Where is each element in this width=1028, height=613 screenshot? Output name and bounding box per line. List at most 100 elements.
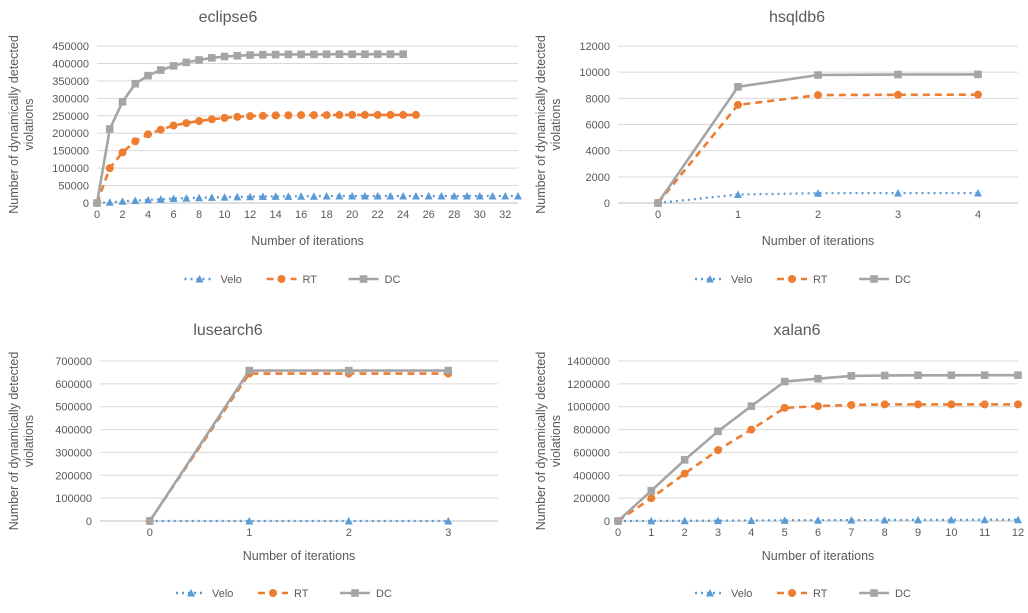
legend-label: RT [813,588,828,600]
x-tick-label: 0 [615,527,621,539]
data-point-DC [714,427,722,436]
x-axis-title: Number of iterations [243,549,356,563]
data-point-RT [386,110,395,119]
data-point-RT [714,446,722,455]
data-point-Velo [245,517,254,525]
data-point-Velo [297,192,306,200]
data-point-Velo [780,516,789,524]
data-point-DC [814,71,822,79]
y-axis-title: Number of dynamically detectedviolations [7,35,36,214]
y-axis-title: Number of dynamically detectedviolations [534,352,563,531]
data-point-Velo [207,193,216,201]
x-tick-label: 20 [346,209,358,221]
series-line-DC [148,369,449,522]
data-point-Velo [1014,515,1022,524]
y-tick-label: 100000 [55,493,92,505]
data-point-RT [233,112,242,121]
data-point-Velo [284,192,293,200]
y-tick-label: 150000 [52,146,89,158]
chart-title: lusearch6 [193,322,262,339]
chart-panel-xalan6: xalan60200000400000600000800000100000012… [534,322,1024,600]
data-point-DC [734,83,742,91]
x-tick-label: 3 [895,209,901,221]
data-point-DC [894,70,902,79]
legend-marker [351,589,359,597]
series-line-RT [95,113,416,204]
legend-label: Velo [731,274,752,286]
data-point-RT [947,400,956,409]
chart-title: hsqldb6 [769,9,825,26]
series-line-RT [656,93,979,204]
data-point-DC [156,66,165,74]
data-point-RT [144,130,153,139]
y-tick-label: 400000 [573,470,610,482]
data-point-DC [344,366,353,375]
data-point-DC [245,366,254,375]
legend-item-Velo: Velo [176,588,233,600]
data-point-DC [105,125,114,133]
legend-item-RT: RT [266,274,318,286]
legend-label: DC [895,274,911,286]
x-tick-label: 3 [715,527,721,539]
y-tick-label: 300000 [52,93,89,105]
x-tick-label: 8 [882,527,888,539]
data-point-Velo [182,194,191,202]
x-tick-label: 28 [448,209,460,221]
data-point-DC [169,62,178,70]
data-point-DC [131,79,140,88]
legend-marker [870,275,878,283]
data-point-DC [322,50,331,58]
x-axis-title: Number of iterations [762,234,875,248]
y-tick-label: 12000 [579,41,610,53]
data-point-RT [322,111,331,120]
data-point-RT [814,91,822,100]
data-point-Velo [105,198,114,206]
y-tick-label: 1200000 [567,379,610,391]
y-tick-label: 6000 [586,120,610,132]
y-tick-label: 400000 [52,58,89,70]
y-tick-label: 50000 [58,181,89,193]
x-tick-label: 11 [979,527,990,539]
data-point-Velo [373,192,382,200]
data-point-Velo [322,192,331,200]
x-tick-label: 2 [815,209,821,221]
data-point-RT [980,400,989,409]
data-point-Velo [462,192,471,200]
chart-panel-hsqldb6: hsqldb6 0 2000 4000 6000 8000 10000 12000 0 1 2 3 4 N… [534,9,1018,286]
x-tick-label: 2 [119,209,125,221]
x-tick-label: 0 [655,209,661,221]
series-line-RT [617,403,1018,523]
data-point-DC [310,50,318,59]
x-tick-label: 5 [782,527,788,539]
legend-label: RT [303,274,318,286]
y-tick-label: 4000 [586,146,610,158]
data-point-Velo [914,515,922,524]
x-tick-label: 22 [372,209,384,221]
data-point-Velo [360,192,369,200]
data-point-DC [361,50,369,58]
data-point-Velo [195,193,204,202]
data-point-Velo [488,192,497,200]
data-point-RT [647,494,656,503]
data-point-DC [271,50,280,59]
data-point-DC [93,199,101,207]
data-point-Velo [399,192,408,200]
y-tick-label: 600000 [573,447,610,459]
x-tick-label: 3 [445,527,451,539]
data-point-RT [131,137,140,146]
data-point-Velo [386,192,395,200]
legend-marker [788,589,796,597]
chart-title: eclipse6 [199,9,258,26]
data-point-DC [220,52,229,61]
data-point-Velo [444,517,453,525]
data-point-Velo [814,516,822,524]
data-point-DC [182,58,191,67]
y-tick-label: 100000 [52,163,89,175]
legend-label: DC [376,588,392,600]
y-tick-label: 0 [83,198,89,210]
x-tick-label: 0 [94,209,100,221]
x-tick-label: 9 [915,527,921,539]
data-point-RT [814,402,822,411]
data-point-RT [747,425,756,434]
x-tick-label: 10 [218,209,230,221]
